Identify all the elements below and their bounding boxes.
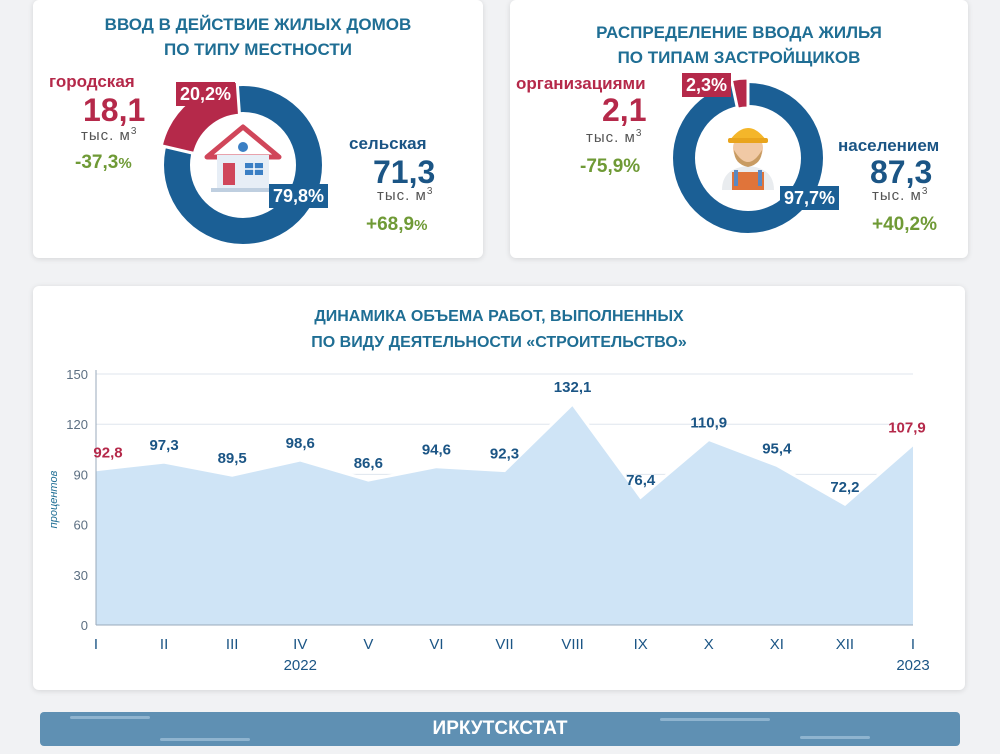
population-label: населением: [838, 136, 940, 155]
rural-unit: тыс. м3: [377, 186, 434, 204]
population-percent-badge: 97,7%: [780, 186, 840, 210]
footer-stripe: [660, 718, 770, 721]
data-label: 97,3: [149, 437, 178, 454]
card-title-line1: РАСПРЕДЕЛЕНИЕ ВВОДА ЖИЛЬЯ: [596, 23, 882, 42]
card-title-line1: ВВОД В ДЕЙСТВИЕ ЖИЛЫХ ДОМОВ: [104, 15, 412, 34]
rural-value: 71,3: [373, 154, 436, 190]
footer-stripe: [160, 738, 250, 741]
data-label: 98,6: [286, 435, 315, 452]
population-change: +40,2%: [872, 214, 937, 235]
x-tick-label: X: [704, 636, 714, 653]
data-label: 92,8: [93, 445, 122, 462]
data-label: 76,4: [626, 472, 656, 489]
population-value: 87,3: [870, 154, 933, 190]
x-tick-label: I: [911, 636, 915, 653]
data-label: 107,9: [888, 419, 926, 436]
data-label: 95,4: [762, 440, 792, 457]
footer-banner: ИРКУТСКСТАТ: [40, 712, 960, 746]
x-tick-label: VIII: [561, 636, 584, 653]
organizations-unit: тыс. м3: [586, 128, 643, 146]
chart-title-line1: ДИНАМИКА ОБЪЕМА РАБОТ, ВЫПОЛНЕННЫХ: [314, 308, 684, 325]
x-tick-label: III: [226, 636, 239, 653]
x-tick-label: IV: [293, 636, 307, 653]
x-tick-label: V: [363, 636, 373, 653]
x-tick-label: VI: [429, 636, 443, 653]
y-tick-label: 150: [66, 367, 88, 382]
y-tick-label: 60: [74, 518, 88, 533]
population-unit: тыс. м3: [872, 186, 929, 204]
footer-title: ИРКУТСКСТАТ: [432, 718, 568, 739]
year-label: 2022: [284, 657, 317, 674]
organizations-value: 2,1: [602, 92, 647, 128]
y-tick-label: 0: [81, 618, 88, 633]
x-tick-label: XII: [836, 636, 854, 653]
x-tick-label: I: [94, 636, 98, 653]
urban-unit: тыс. м3: [81, 126, 138, 144]
area-chart: 0306090120150процентов92,8I97,3II89,5III…: [48, 367, 930, 674]
housing-by-developer-card: РАСПРЕДЕЛЕНИЕ ВВОДА ЖИЛЬЯ ПО ТИПАМ ЗАСТР…: [510, 0, 968, 258]
chart-title: ДИНАМИКА ОБЪЕМА РАБОТ, ВЫПОЛНЕННЫХ ПО ВИ…: [33, 304, 965, 356]
area-series: [96, 403, 913, 625]
donut-rural-segment: [164, 86, 322, 244]
rural-label: сельская: [349, 134, 427, 153]
x-tick-label: VII: [495, 636, 513, 653]
builder-icon: [722, 128, 774, 190]
year-label: 2023: [896, 657, 929, 674]
urban-change: -37,3%: [75, 152, 132, 173]
data-label: 110,9: [690, 414, 727, 431]
housing-by-area-card: ВВОД В ДЕЙСТВИЕ ЖИЛЫХ ДОМОВ ПО ТИПУ МЕСТ…: [33, 0, 483, 258]
house-icon: [204, 124, 282, 192]
urban-value: 18,1: [83, 92, 146, 128]
organizations-change: -75,9%: [580, 156, 641, 177]
y-tick-label: 90: [74, 467, 88, 482]
x-tick-label: II: [160, 636, 168, 653]
footer-stripe: [800, 736, 870, 739]
organizations-percent-badge: 2,3%: [682, 73, 732, 97]
y-tick-label: 30: [74, 568, 88, 583]
data-label: 72,2: [830, 479, 859, 496]
card-title: ВВОД В ДЕЙСТВИЕ ЖИЛЫХ ДОМОВ ПО ТИПУ МЕСТ…: [33, 12, 483, 62]
chart-title-line2: ПО ВИДУ ДЕЯТЕЛЬНОСТИ «СТРОИТЕЛЬСТВО»: [311, 334, 687, 351]
card-title-line2: ПО ТИПУ МЕСТНОСТИ: [164, 40, 352, 59]
rural-change: +68,9%: [366, 214, 428, 235]
rural-percent-badge: 79,8%: [269, 184, 329, 208]
footer-stripe: [70, 716, 150, 719]
donut-organizations-segment: [729, 76, 750, 111]
y-tick-label: 120: [66, 417, 88, 432]
x-tick-label: IX: [634, 636, 648, 653]
y-axis-label: процентов: [48, 470, 60, 528]
data-label: 89,5: [218, 450, 247, 467]
data-label: 86,6: [354, 455, 383, 472]
urban-label: городская: [49, 72, 135, 91]
construction-dynamics-card: ДИНАМИКА ОБЪЕМА РАБОТ, ВЫПОЛНЕННЫХ ПО ВИ…: [33, 286, 965, 690]
area-series-edge: [95, 401, 914, 507]
data-label: 132,1: [554, 379, 592, 396]
card-title: РАСПРЕДЕЛЕНИЕ ВВОДА ЖИЛЬЯ ПО ТИПАМ ЗАСТР…: [510, 20, 968, 70]
card-title-line2: ПО ТИПАМ ЗАСТРОЙЩИКОВ: [617, 48, 861, 67]
urban-percent-badge: 20,2%: [176, 82, 236, 106]
developer-donut-chart: [673, 76, 823, 233]
data-label: 92,3: [490, 446, 519, 463]
x-tick-label: XI: [770, 636, 784, 653]
data-label: 94,6: [422, 442, 451, 459]
organizations-label: организациями: [516, 74, 646, 93]
